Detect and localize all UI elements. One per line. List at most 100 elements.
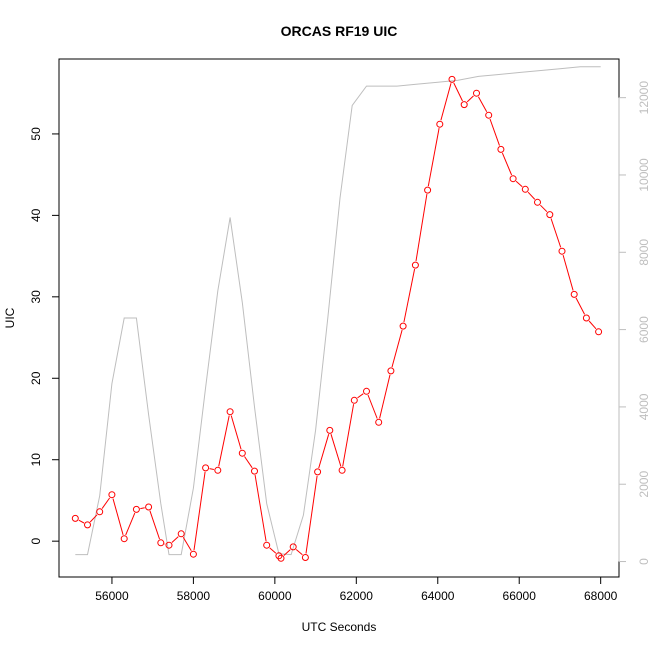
uic-data-point — [238, 449, 246, 457]
uic-data-point — [189, 550, 197, 558]
uic-data-point — [546, 211, 554, 219]
uic-series-segment — [89, 514, 98, 523]
uic-data-point — [226, 408, 234, 416]
uic-data-point — [350, 396, 358, 404]
uic-data-point — [521, 185, 529, 193]
uic-series-segment — [515, 180, 523, 188]
uic-data-point — [277, 554, 285, 562]
uic-series-segment — [149, 510, 160, 540]
uic-data-point — [108, 491, 116, 499]
y-tick-label: 40 — [29, 208, 43, 222]
uic-series-segment — [379, 374, 391, 419]
y-tick-label: 10 — [29, 453, 43, 467]
uic-data-point — [595, 328, 603, 336]
uic-series-segment — [218, 415, 230, 467]
uic-data-point — [375, 418, 383, 426]
y2-tick-label: 2000 — [637, 471, 650, 498]
y-tick-label: 0 — [29, 538, 43, 545]
uic-data-point — [509, 175, 517, 183]
secondary-series — [75, 66, 601, 556]
uic-data-point — [132, 505, 140, 513]
uic-series-segment — [230, 415, 242, 450]
plot-frame — [58, 58, 620, 578]
uic-data-point — [460, 101, 468, 109]
uic-data-point — [165, 541, 173, 549]
uic-data-point — [177, 530, 185, 538]
y2-tick-label: 8000 — [637, 239, 650, 266]
uic-data-point — [436, 120, 444, 128]
uic-series-segment — [182, 537, 192, 552]
uic-series-segment — [101, 497, 111, 509]
uic-series-segment — [453, 82, 463, 102]
uic-series-segment — [209, 468, 215, 470]
y2-tick-label: 10000 — [637, 158, 650, 192]
uic-series-segment — [112, 498, 124, 536]
uic-series-segment — [477, 96, 488, 112]
y-axis: 0 10 20 30 40 50 — [29, 127, 60, 545]
uic-series-segment — [415, 194, 428, 262]
uic-data-point — [71, 514, 79, 522]
chart-title: ORCAS RF19 UIC — [281, 23, 398, 39]
uic-series-segment — [367, 394, 378, 419]
y-tick-label: 30 — [29, 290, 43, 304]
y-tick-label: 50 — [29, 127, 43, 141]
uic-series-segment — [171, 536, 179, 543]
uic-data-point — [570, 290, 578, 298]
uic-data-point — [582, 314, 590, 322]
x-tick-label: 64000 — [421, 589, 455, 603]
uic-data-point — [289, 543, 297, 551]
x-axis-label: UTC Seconds — [302, 620, 377, 634]
uic-series-segment — [357, 393, 364, 399]
uic-data-point — [96, 508, 104, 516]
uic-data-point — [485, 111, 493, 119]
uic-data-point — [448, 75, 456, 83]
x-tick-label: 60000 — [258, 589, 292, 603]
uic-series-segment — [342, 404, 355, 467]
uic-series-segment — [140, 507, 145, 510]
y2-tick-label: 0 — [637, 558, 650, 565]
uic-series-segment — [295, 549, 303, 556]
uic-data-point — [301, 554, 309, 561]
uic-data-point — [251, 467, 258, 475]
uic-data-point — [84, 521, 91, 529]
uic-data-point — [120, 535, 128, 543]
uic-data-point — [214, 466, 222, 474]
uic-data-point — [202, 464, 210, 472]
x-tick-label: 66000 — [503, 589, 537, 603]
x-tick-label: 58000 — [177, 589, 211, 603]
uic-series-segment — [391, 329, 403, 368]
uic-series-segment — [330, 434, 342, 467]
uic-series-segment — [540, 204, 548, 213]
y2-tick-label: 4000 — [637, 393, 650, 420]
uic-data-point — [558, 247, 566, 255]
y2-tick-label: 12000 — [637, 81, 650, 115]
uic-series-segment — [403, 268, 416, 323]
uic-data-point — [497, 145, 505, 153]
uic-series-segment — [466, 95, 474, 103]
x-axis: 56000 58000 60000 62000 64000 66000 68000 — [95, 576, 618, 603]
uic-series-segment — [575, 297, 586, 315]
uic-series-segment — [562, 254, 574, 291]
uic-data-point — [399, 322, 407, 330]
y-tick-label: 20 — [29, 371, 43, 385]
uic-series-segment — [78, 519, 85, 524]
y2-tick-label: 6000 — [637, 316, 650, 343]
uic-series-segment — [283, 549, 291, 556]
x-tick-label: 62000 — [340, 589, 374, 603]
uic-series-segment — [305, 475, 318, 554]
uic-series-segment — [318, 434, 330, 469]
uic-data-point — [314, 468, 322, 476]
uic-series-segment — [489, 118, 500, 146]
uic-data-point — [338, 466, 346, 474]
uic-series-segment — [427, 128, 440, 187]
uic-data-point — [157, 539, 165, 547]
uic-data-point — [363, 387, 370, 395]
uic-series-segment — [193, 471, 206, 551]
y-axis-label: UIC — [3, 307, 17, 328]
uic-series-segment — [501, 152, 513, 176]
uic-series-segment — [440, 83, 452, 121]
uic-data-point — [424, 186, 432, 194]
x-tick-label: 68000 — [584, 589, 618, 603]
secondary-series-line — [75, 66, 601, 556]
uic-data-point — [534, 198, 541, 206]
